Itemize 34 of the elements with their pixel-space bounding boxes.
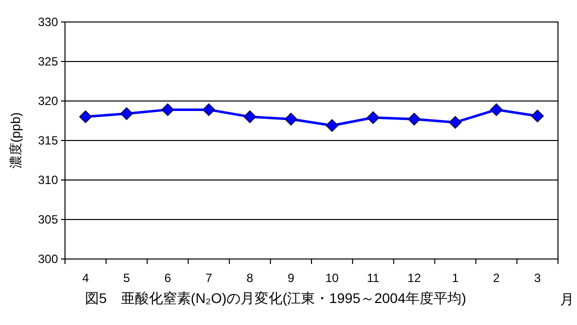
y-tick-label: 305 (38, 212, 58, 227)
x-tick-label: 10 (325, 271, 340, 286)
y-tick-label: 320 (38, 94, 58, 108)
point (284, 112, 298, 126)
y-tick-label: 330 (38, 15, 58, 30)
x-axis-title: 月 (560, 291, 574, 307)
x-tick-label: 7 (205, 271, 212, 286)
point (366, 111, 380, 124)
y-tick-label: 315 (38, 134, 58, 148)
point (202, 103, 216, 116)
y-axis-title: 濃度(ppb) (8, 112, 23, 169)
x-tick-label: 11 (366, 271, 380, 286)
x-tick-label: 12 (408, 271, 422, 286)
x-tick-label: 3 (534, 271, 542, 286)
point (490, 103, 503, 116)
y-tick-label: 325 (38, 54, 58, 69)
x-tick-label: 2 (493, 271, 500, 286)
point (326, 119, 338, 132)
x-tick-label: 5 (123, 271, 130, 286)
x-tick-label: 6 (164, 271, 172, 286)
text: 図5 亜酸化窒素(N₂O)の月変化(江東・1995～2004年度平均) (85, 290, 466, 306)
point (408, 112, 421, 126)
point (448, 116, 462, 129)
point (79, 110, 92, 124)
y-tick-label: 310 (38, 173, 58, 188)
point (244, 110, 256, 124)
point (531, 110, 544, 122)
y-tick-label: 300 (38, 252, 58, 266)
point (161, 103, 174, 116)
x-tick-label: 4 (82, 271, 90, 286)
x-tick-label: 8 (246, 271, 254, 286)
x-tick-label: 9 (288, 271, 295, 286)
point (120, 107, 133, 120)
x-tick-label: 1 (452, 271, 459, 286)
